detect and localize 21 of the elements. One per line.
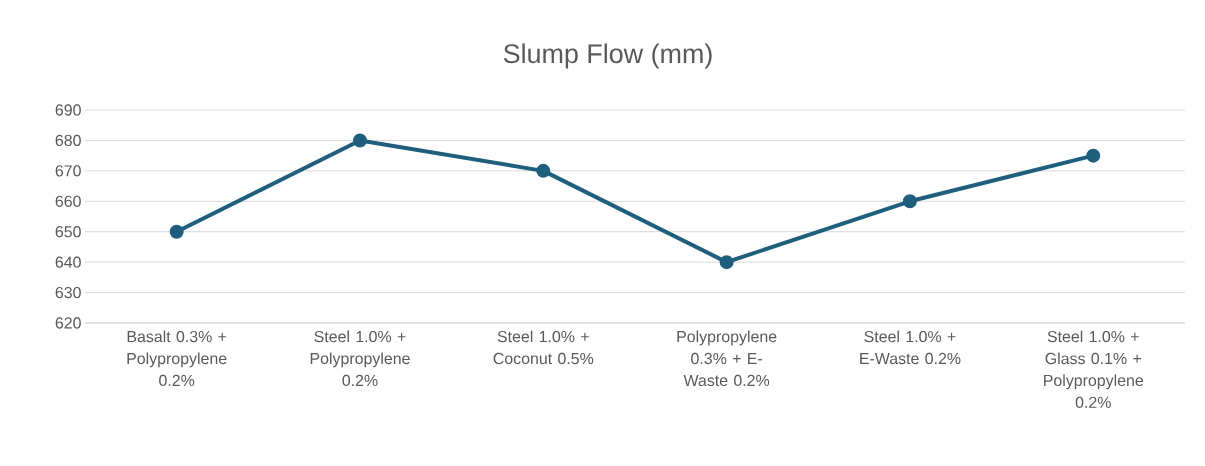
- x-tick-label: Basalt 0.3% + Polypropylene 0.2%: [127, 330, 227, 387]
- point: [902, 194, 917, 209]
- x-tick-label: Steel 1.0% + Polypropylene 0.2%: [310, 330, 410, 387]
- point: [169, 224, 184, 239]
- y-tick-label: 690: [55, 104, 81, 116]
- y-tick-label: 670: [55, 165, 81, 177]
- point: [352, 133, 367, 148]
- y-tick-label: 680: [55, 134, 81, 147]
- x-tick-label: Polypropylene 0.3% + E-Waste 0.2%: [677, 330, 777, 387]
- y-tick-label: 650: [55, 226, 81, 238]
- x-tick-label: Steel 1.0% + Coconut 0.5%: [493, 330, 594, 365]
- y-tick-label: 640: [55, 256, 81, 268]
- x-tick-label: Steel 1.0% + E-Waste 0.2%: [860, 330, 961, 365]
- x-tick-label: Steel 1.0% + Glass 0.1% + Polypropylene 0.2%: [1044, 330, 1144, 408]
- y-tick-label: 620: [55, 317, 81, 329]
- y-tick-label: 630: [55, 286, 81, 299]
- point: [719, 255, 734, 270]
- point: [1086, 148, 1101, 163]
- point: [536, 163, 551, 178]
- chart-title: Slump Flow (mm): [503, 43, 712, 69]
- y-tick-label: 660: [55, 195, 81, 207]
